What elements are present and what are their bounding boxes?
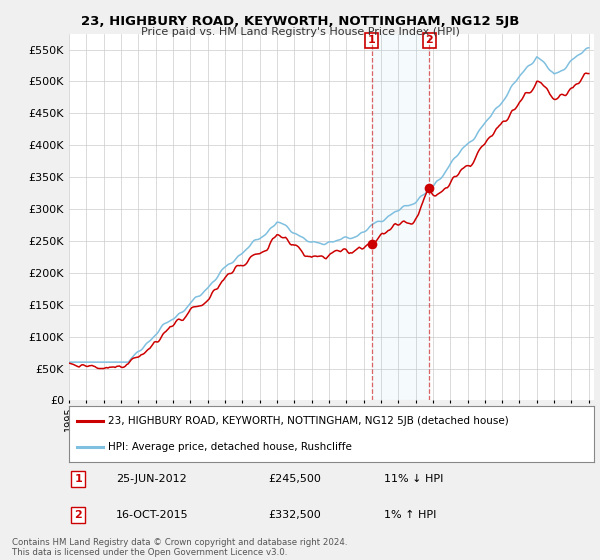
Text: 1% ↑ HPI: 1% ↑ HPI — [384, 510, 436, 520]
Text: HPI: Average price, detached house, Rushcliffe: HPI: Average price, detached house, Rush… — [109, 442, 352, 452]
Text: 16-OCT-2015: 16-OCT-2015 — [116, 510, 189, 520]
Text: 1: 1 — [74, 474, 82, 484]
Text: 25-JUN-2012: 25-JUN-2012 — [116, 474, 187, 484]
Text: Contains HM Land Registry data © Crown copyright and database right 2024.
This d: Contains HM Land Registry data © Crown c… — [12, 538, 347, 557]
Text: 11% ↓ HPI: 11% ↓ HPI — [384, 474, 443, 484]
Bar — [371, 34, 429, 400]
Text: Price paid vs. HM Land Registry's House Price Index (HPI): Price paid vs. HM Land Registry's House … — [140, 27, 460, 37]
Text: £245,500: £245,500 — [269, 474, 322, 484]
Text: 2: 2 — [74, 510, 82, 520]
Text: 23, HIGHBURY ROAD, KEYWORTH, NOTTINGHAM, NG12 5JB (detached house): 23, HIGHBURY ROAD, KEYWORTH, NOTTINGHAM,… — [109, 416, 509, 426]
Text: £332,500: £332,500 — [269, 510, 321, 520]
Text: 2: 2 — [425, 35, 433, 45]
Text: 1: 1 — [368, 35, 376, 45]
Text: 23, HIGHBURY ROAD, KEYWORTH, NOTTINGHAM, NG12 5JB: 23, HIGHBURY ROAD, KEYWORTH, NOTTINGHAM,… — [81, 15, 519, 27]
